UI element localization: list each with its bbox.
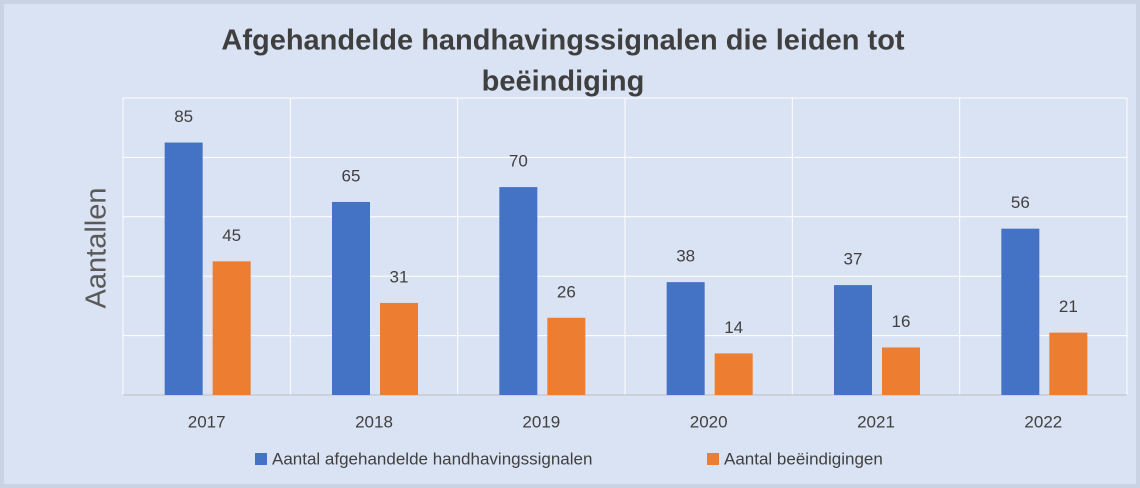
data-label: 45 xyxy=(222,226,241,245)
data-label: 21 xyxy=(1059,297,1078,316)
bar xyxy=(499,187,538,395)
chart-title: Afgehandelde handhavingssignalen die lei… xyxy=(221,25,905,57)
data-label: 31 xyxy=(390,267,409,286)
y-axis-label: Aantallen xyxy=(81,188,113,309)
legend-label: Aantal afgehandelde handhavingssignalen xyxy=(272,449,592,468)
legend-swatch xyxy=(255,453,267,465)
data-label: 85 xyxy=(174,107,193,126)
bar xyxy=(164,142,203,395)
bar xyxy=(666,282,705,395)
x-tick-label: 2019 xyxy=(522,412,560,431)
data-label: 26 xyxy=(557,282,576,301)
bar xyxy=(1049,332,1088,395)
legend-swatch xyxy=(707,453,719,465)
bar xyxy=(380,302,418,395)
x-tick-label: 2018 xyxy=(355,412,393,431)
bar xyxy=(332,201,370,395)
data-label: 16 xyxy=(892,312,911,331)
data-label: 70 xyxy=(509,152,528,171)
x-tick-label: 2020 xyxy=(690,412,728,431)
x-tick-label: 2022 xyxy=(1024,412,1062,431)
data-label: 38 xyxy=(676,247,695,266)
bar xyxy=(1001,228,1040,395)
x-tick-label: 2017 xyxy=(188,412,226,431)
bar xyxy=(547,317,586,395)
bar xyxy=(714,353,753,395)
x-tick-label: 2021 xyxy=(857,412,895,431)
data-label: 65 xyxy=(342,166,361,185)
bar xyxy=(882,347,920,395)
bar xyxy=(212,261,251,395)
chart-title: beëindiging xyxy=(482,66,645,98)
data-label: 56 xyxy=(1011,193,1030,212)
bar xyxy=(834,285,872,395)
data-label: 37 xyxy=(844,250,863,269)
legend-label: Aantal beëindigingen xyxy=(724,449,883,468)
data-label: 14 xyxy=(724,318,743,337)
